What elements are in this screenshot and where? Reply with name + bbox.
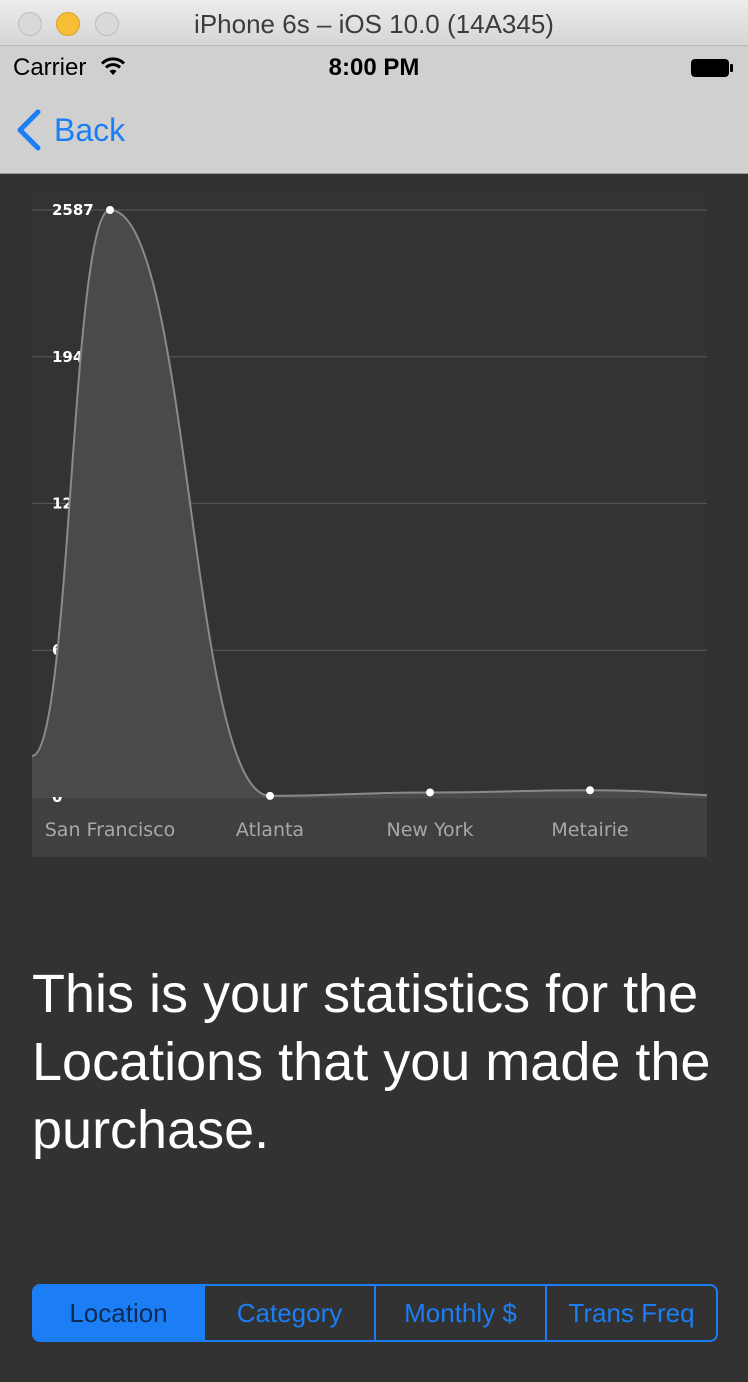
- area-fill: [32, 210, 707, 797]
- data-point: [426, 788, 434, 797]
- carrier-label: Carrier: [13, 54, 87, 81]
- segmented-control: Location Category Monthly $ Trans Freq: [32, 1284, 718, 1342]
- chevron-left-icon: [17, 109, 41, 151]
- x-tick-label: Atlanta: [236, 819, 304, 841]
- y-tick-label: 2587: [52, 201, 94, 219]
- segment-monthly[interactable]: Monthly $: [374, 1286, 545, 1340]
- battery-icon: [691, 59, 733, 77]
- window-zoom-button[interactable]: [95, 12, 119, 36]
- window-minimize-button[interactable]: [56, 12, 80, 36]
- status-bar: Carrier 8:00 PM: [0, 46, 748, 88]
- x-tick-label: New York: [386, 819, 473, 841]
- segment-category[interactable]: Category: [203, 1286, 374, 1340]
- x-axis-band: [32, 797, 707, 857]
- simulator-title: iPhone 6s – iOS 10.0 (14A345): [194, 9, 554, 39]
- back-label: Back: [54, 111, 126, 148]
- back-button[interactable]: Back: [14, 108, 125, 152]
- data-point: [266, 791, 274, 800]
- data-point: [106, 206, 114, 214]
- area-chart: 0647129419402587San FranciscoAtlantaNew …: [32, 190, 748, 857]
- statistics-description: This is your statistics for the Location…: [32, 964, 711, 1160]
- x-tick-label: San Francisco: [45, 819, 176, 841]
- data-point: [586, 786, 594, 795]
- location-chart: 0647129419402587San FranciscoAtlantaNew …: [0, 174, 748, 874]
- wifi-icon: [100, 57, 126, 75]
- segment-location[interactable]: Location: [34, 1286, 203, 1340]
- segment-trans-freq[interactable]: Trans Freq: [545, 1286, 716, 1340]
- navigation-bar: Back: [0, 88, 748, 174]
- window-close-button[interactable]: [18, 12, 42, 36]
- x-tick-label: Metairie: [551, 819, 628, 841]
- x-tick-label: Wir: [734, 819, 748, 841]
- simulator-title-bar: iPhone 6s – iOS 10.0 (14A345): [0, 0, 748, 46]
- status-time: 8:00 PM: [328, 54, 420, 81]
